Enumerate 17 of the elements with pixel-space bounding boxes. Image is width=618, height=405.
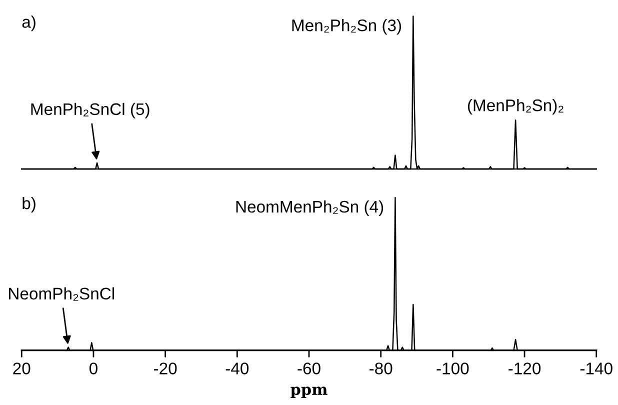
annotation: Men₂Ph₂Sn (3): [292, 19, 402, 35]
annotation: (MenPh₂Sn)₂: [468, 98, 564, 115]
x-tick-label: 20: [13, 362, 30, 374]
annotation: NeomMenPh₂Sn (4): [236, 200, 384, 216]
x-tick-label: -100: [436, 362, 469, 374]
annotation: MenPh₂SnCl (5): [31, 102, 150, 118]
x-axis-title: ppm: [290, 386, 328, 398]
x-tick-label: -40: [226, 362, 249, 374]
x-tick-label: -80: [370, 362, 392, 374]
x-tick-label: -120: [508, 362, 541, 374]
chart-title: a): [22, 16, 36, 32]
x-tick-label: -60: [298, 362, 320, 374]
x-tick-label: -20: [154, 362, 177, 374]
chart-title: b): [22, 196, 36, 213]
x-tick-label: 0: [89, 362, 98, 374]
annotation: NeomPh₂SnCl: [9, 287, 114, 301]
x-tick-label: -140: [580, 362, 612, 374]
